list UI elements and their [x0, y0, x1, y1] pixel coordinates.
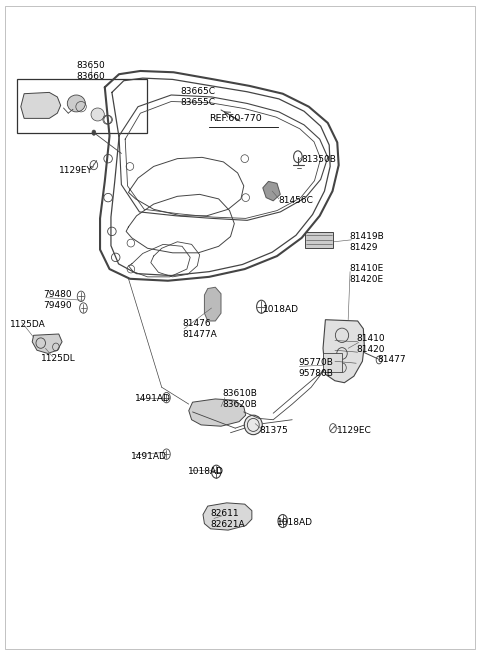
Text: 81476
81477A: 81476 81477A — [182, 320, 217, 339]
Text: 1129EY: 1129EY — [60, 166, 93, 175]
Ellipse shape — [92, 130, 96, 136]
Text: 81456C: 81456C — [278, 196, 313, 206]
Text: 95770B
95780B: 95770B 95780B — [298, 358, 333, 378]
Text: 81410E
81420E: 81410E 81420E — [349, 264, 384, 284]
Bar — [17, 79, 147, 133]
Polygon shape — [323, 320, 364, 383]
Ellipse shape — [244, 415, 262, 435]
Text: 83610B
83620B: 83610B 83620B — [222, 389, 257, 409]
Polygon shape — [204, 288, 221, 321]
Text: 1018AD: 1018AD — [277, 518, 313, 527]
Text: 83665C
83655C: 83665C 83655C — [180, 87, 216, 107]
Text: 1125DL: 1125DL — [41, 354, 75, 362]
Text: 81419B
81429: 81419B 81429 — [349, 232, 384, 252]
Ellipse shape — [67, 95, 85, 112]
Text: REF.60-770: REF.60-770 — [209, 114, 262, 123]
Text: 83650
83660: 83650 83660 — [76, 61, 105, 81]
Ellipse shape — [91, 108, 104, 121]
Text: 81410
81420: 81410 81420 — [356, 333, 385, 354]
Bar — [323, 354, 342, 371]
Text: 81477: 81477 — [378, 356, 406, 364]
Text: 81375: 81375 — [259, 426, 288, 435]
Polygon shape — [189, 399, 246, 426]
Text: 1125DA: 1125DA — [10, 320, 46, 329]
Text: 1129EC: 1129EC — [337, 426, 372, 435]
Text: 79480
79490: 79480 79490 — [43, 290, 72, 310]
Text: 81350B: 81350B — [301, 155, 336, 164]
Text: 1018AD: 1018AD — [263, 305, 299, 314]
Text: 1018AD: 1018AD — [188, 467, 224, 476]
Bar — [305, 232, 333, 248]
Polygon shape — [21, 92, 60, 119]
Polygon shape — [32, 334, 62, 354]
Text: 1491AD: 1491AD — [135, 394, 170, 403]
Polygon shape — [203, 503, 252, 530]
Polygon shape — [263, 181, 280, 201]
Text: 82611
82621A: 82611 82621A — [211, 509, 245, 529]
Text: 1491AD: 1491AD — [131, 451, 167, 460]
